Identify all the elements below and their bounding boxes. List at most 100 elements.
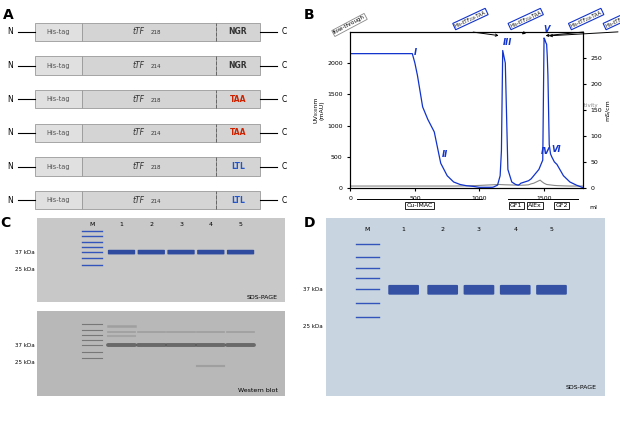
- Text: IV: IV: [541, 147, 551, 157]
- Text: LTL: LTL: [231, 196, 245, 205]
- FancyBboxPatch shape: [216, 90, 260, 108]
- FancyBboxPatch shape: [388, 285, 419, 295]
- Text: His-tag: His-tag: [47, 198, 71, 203]
- FancyBboxPatch shape: [216, 124, 260, 142]
- Text: 5: 5: [239, 222, 242, 227]
- FancyBboxPatch shape: [500, 285, 531, 295]
- FancyBboxPatch shape: [227, 250, 254, 255]
- Text: N: N: [7, 95, 14, 104]
- FancyBboxPatch shape: [216, 157, 260, 176]
- Text: mS/cm: mS/cm: [532, 86, 551, 91]
- FancyBboxPatch shape: [82, 56, 216, 74]
- Text: 214: 214: [151, 132, 162, 137]
- Text: 214: 214: [151, 64, 162, 69]
- Text: N: N: [7, 27, 14, 36]
- Text: C: C: [282, 95, 287, 104]
- Text: VI: VI: [552, 145, 562, 154]
- Text: 2: 2: [441, 227, 445, 232]
- Text: N: N: [7, 196, 14, 205]
- Text: tTF: tTF: [133, 129, 144, 137]
- Text: V: V: [543, 25, 550, 33]
- Text: NGR: NGR: [229, 27, 247, 36]
- Text: SDS-PAGE: SDS-PAGE: [565, 385, 596, 390]
- FancyBboxPatch shape: [82, 90, 216, 108]
- Text: 5: 5: [549, 227, 554, 232]
- FancyBboxPatch shape: [35, 157, 82, 176]
- Text: A: A: [3, 8, 14, 22]
- Text: 214: 214: [151, 199, 162, 204]
- Text: NGR: NGR: [229, 61, 247, 70]
- Text: 218: 218: [151, 165, 162, 170]
- Text: conductivity: conductivity: [565, 103, 599, 108]
- Text: D: D: [304, 216, 316, 230]
- FancyBboxPatch shape: [35, 124, 82, 142]
- Text: M: M: [365, 227, 370, 232]
- FancyBboxPatch shape: [427, 285, 458, 295]
- FancyBboxPatch shape: [82, 124, 216, 142]
- Text: AIEx: AIEx: [528, 203, 542, 208]
- FancyBboxPatch shape: [35, 23, 82, 41]
- FancyBboxPatch shape: [464, 285, 494, 295]
- Text: C: C: [1, 216, 11, 230]
- Text: His-tTF₂₁₄·TAA: His-tTF₂₁₄·TAA: [604, 10, 620, 28]
- Text: C: C: [282, 196, 287, 205]
- FancyBboxPatch shape: [197, 250, 224, 255]
- Text: 218: 218: [151, 98, 162, 103]
- Text: 4: 4: [513, 227, 517, 232]
- Text: TAA: TAA: [229, 129, 246, 137]
- Text: 3: 3: [477, 227, 481, 232]
- FancyBboxPatch shape: [82, 23, 216, 41]
- Text: His-tag: His-tag: [47, 164, 71, 170]
- FancyBboxPatch shape: [167, 250, 195, 255]
- Text: I: I: [414, 48, 417, 57]
- Text: III: III: [503, 38, 513, 47]
- Text: SDS-PAGE: SDS-PAGE: [247, 295, 278, 300]
- FancyBboxPatch shape: [108, 250, 135, 255]
- Text: His-tTF₂₁₈·TAA: His-tTF₂₁₈·TAA: [570, 10, 603, 28]
- Text: His-tag: His-tag: [47, 63, 71, 69]
- Text: flow-through: flow-through: [333, 14, 366, 36]
- Text: 25 kDa: 25 kDa: [15, 360, 35, 365]
- Text: ml: ml: [589, 205, 597, 210]
- FancyBboxPatch shape: [35, 191, 82, 209]
- Text: 4: 4: [209, 222, 213, 227]
- Text: 1: 1: [402, 227, 405, 232]
- FancyBboxPatch shape: [82, 157, 216, 176]
- Text: 3: 3: [179, 222, 183, 227]
- Text: His-tag: His-tag: [47, 96, 71, 102]
- Text: His-tag: His-tag: [47, 130, 71, 136]
- Text: 37 kDa: 37 kDa: [303, 287, 322, 292]
- Text: tTF: tTF: [133, 27, 144, 36]
- Text: Cu-IMAC: Cu-IMAC: [406, 203, 433, 208]
- Text: tTF: tTF: [133, 196, 144, 205]
- Text: C: C: [282, 162, 287, 171]
- Text: C: C: [282, 27, 287, 36]
- Text: C: C: [282, 129, 287, 137]
- Text: TAA: TAA: [229, 95, 246, 104]
- Text: LTL: LTL: [231, 162, 245, 171]
- FancyBboxPatch shape: [536, 285, 567, 295]
- Text: 25 kDa: 25 kDa: [303, 324, 322, 329]
- Text: B: B: [304, 8, 314, 22]
- FancyBboxPatch shape: [216, 23, 260, 41]
- Text: 37 kDa: 37 kDa: [15, 343, 35, 348]
- Text: 1: 1: [120, 222, 123, 227]
- Text: 218: 218: [151, 30, 162, 36]
- Text: tTF: tTF: [133, 162, 144, 171]
- FancyBboxPatch shape: [35, 56, 82, 74]
- Text: 2: 2: [149, 222, 153, 227]
- Text: N: N: [7, 162, 14, 171]
- Text: GF2: GF2: [556, 203, 568, 208]
- Text: His-tTF₂₁₈·TAA: His-tTF₂₁₈·TAA: [454, 10, 487, 28]
- Y-axis label: mS/cm: mS/cm: [605, 99, 610, 121]
- Text: 37 kDa: 37 kDa: [15, 250, 35, 255]
- Text: His-tag: His-tag: [47, 29, 71, 35]
- FancyBboxPatch shape: [216, 191, 260, 209]
- FancyBboxPatch shape: [82, 191, 216, 209]
- Text: II: II: [441, 150, 448, 159]
- Text: Western blot: Western blot: [238, 388, 278, 393]
- Text: His-tTF₂₁₄·TAA: His-tTF₂₁₄·TAA: [510, 10, 542, 28]
- FancyBboxPatch shape: [35, 90, 82, 108]
- Text: tTF: tTF: [133, 61, 144, 70]
- Text: C: C: [282, 61, 287, 70]
